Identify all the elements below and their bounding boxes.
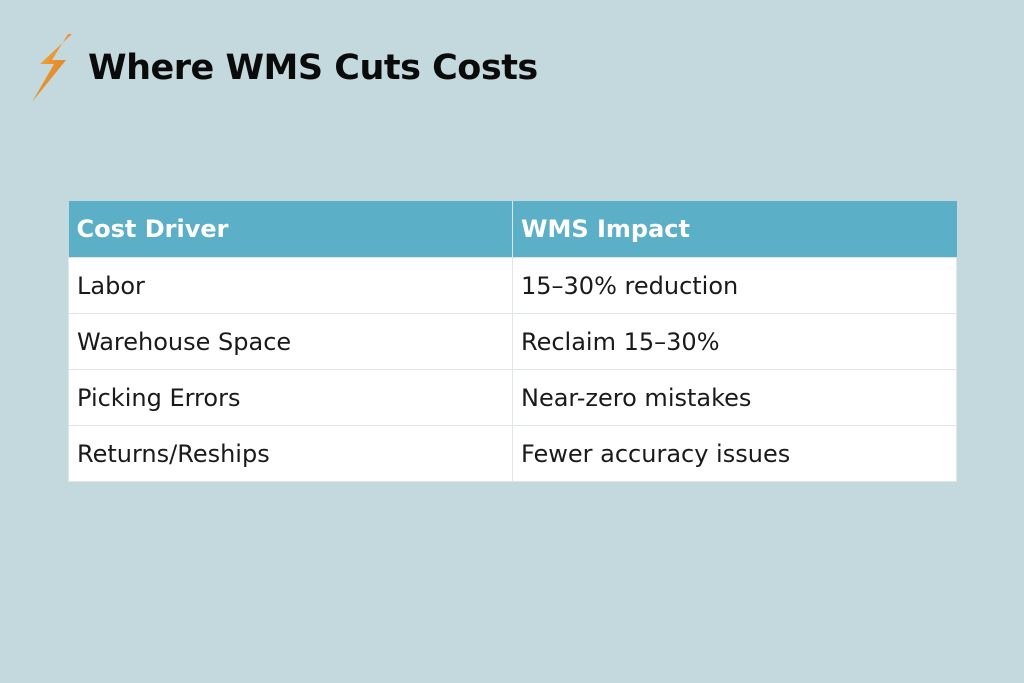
cost-driver-cell: Picking Errors	[68, 369, 513, 426]
cost-driver-cell: Labor	[68, 257, 513, 314]
wms-impact-cell: Near-zero mistakes	[512, 369, 957, 426]
lightning-bolt-icon	[32, 34, 72, 102]
table-row: Warehouse Space Reclaim 15–30%	[68, 313, 957, 370]
table-row: Picking Errors Near-zero mistakes	[68, 369, 957, 426]
cost-table-container: Cost Driver WMS Impact Labor 15–30% redu…	[68, 201, 957, 482]
wms-impact-cell: Reclaim 15–30%	[512, 313, 957, 370]
table-header-row: Cost Driver WMS Impact	[68, 201, 957, 258]
page-header: Where WMS Cuts Costs	[30, 32, 538, 104]
wms-impact-cell: Fewer accuracy issues	[512, 425, 957, 482]
column-header-cost-driver: Cost Driver	[68, 201, 513, 258]
wms-impact-cell: 15–30% reduction	[512, 257, 957, 314]
table-row: Returns/Reships Fewer accuracy issues	[68, 425, 957, 482]
cost-table: Cost Driver WMS Impact Labor 15–30% redu…	[68, 201, 957, 482]
page-title: Where WMS Cuts Costs	[88, 48, 538, 88]
cost-driver-cell: Returns/Reships	[68, 425, 513, 482]
table-row: Labor 15–30% reduction	[68, 257, 957, 314]
cost-driver-cell: Warehouse Space	[68, 313, 513, 370]
column-header-wms-impact: WMS Impact	[512, 201, 957, 258]
